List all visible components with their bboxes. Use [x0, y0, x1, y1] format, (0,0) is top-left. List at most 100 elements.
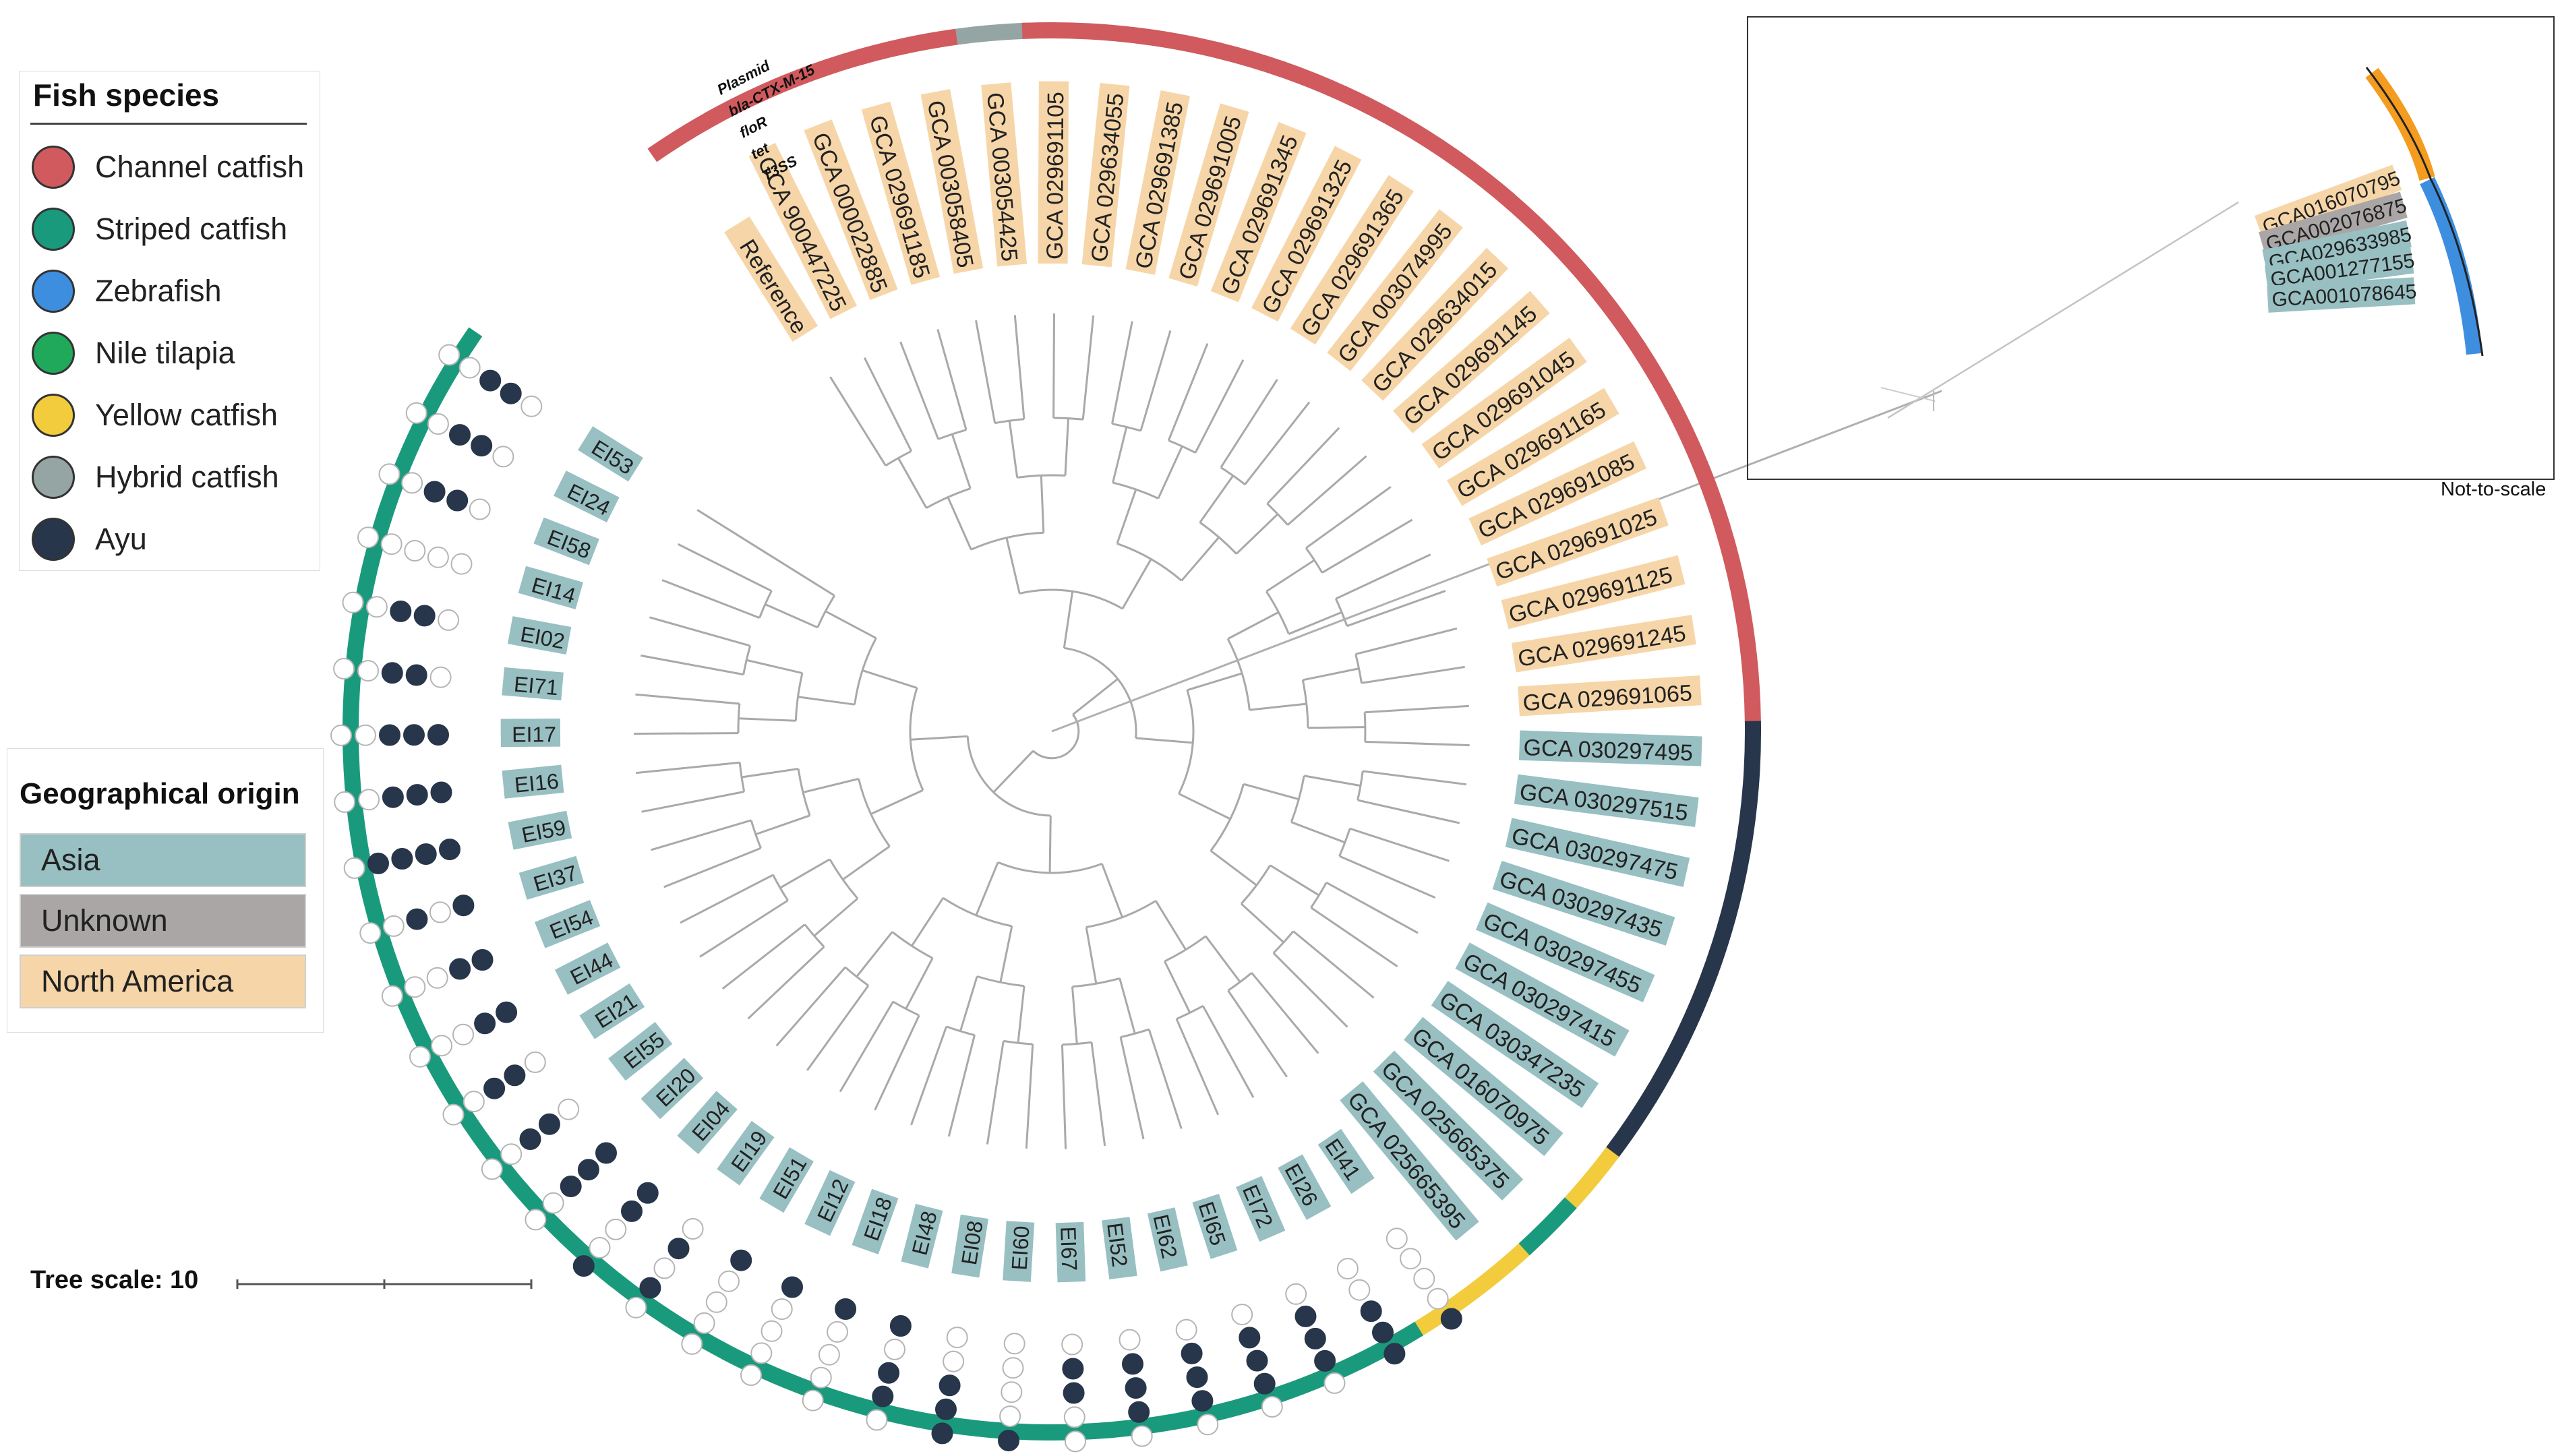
leaf-label: GCA 029691245	[1516, 620, 1688, 671]
trait-present-dot	[452, 894, 475, 917]
trait-absent-dot	[1231, 1304, 1253, 1326]
tree-branch	[829, 376, 887, 466]
trait-present-dot	[449, 424, 471, 446]
trait-absent-dot	[427, 413, 449, 435]
leaf-label-background	[1373, 1050, 1524, 1201]
tree-branch	[1243, 783, 1299, 801]
trait-absent-dot	[750, 1342, 773, 1364]
host-ring-segment	[1021, 22, 1090, 40]
tree-branch	[905, 957, 934, 1010]
fish-species-legend-item: Striped catfish	[32, 208, 287, 251]
trait-present-dot	[1294, 1305, 1317, 1327]
trait-present-dot	[423, 481, 446, 503]
legend-color-dot	[32, 518, 75, 561]
fish-species-legend-item: Channel catfish	[32, 146, 304, 189]
trait-present-dot	[519, 1128, 541, 1150]
tree-branch	[699, 899, 789, 958]
leaf-label: GCA 030297495	[1523, 735, 1694, 766]
tree-branch	[1292, 930, 1375, 999]
trait-present-dot	[1239, 1327, 1261, 1349]
leaf-label-background	[500, 719, 561, 748]
host-ring-segment	[1665, 400, 1708, 469]
leaf-label-background	[1447, 388, 1619, 506]
trait-present-dot	[500, 382, 522, 404]
tree-branch	[1210, 850, 1257, 886]
trait-absent-dot	[469, 498, 491, 520]
trait-present-dot	[931, 1422, 953, 1445]
tree-branch-arc	[946, 1025, 975, 1037]
host-ring-segment	[1593, 289, 1646, 354]
trait-present-dot	[427, 724, 449, 746]
leaf-label-background	[608, 1021, 673, 1081]
leaf-label-background	[1210, 121, 1307, 303]
leaf-label-group: GCA 029691065	[1518, 675, 1702, 717]
trait-present-dot	[835, 1298, 857, 1320]
leaf-label: EI14	[529, 572, 578, 608]
tree-branch	[910, 735, 968, 741]
trait-absent-dot	[405, 402, 427, 424]
tree-branch-arc	[909, 688, 924, 791]
trait-present-dot	[639, 1277, 661, 1299]
trait-present-dot	[636, 1182, 659, 1204]
tree-branch	[1175, 1018, 1220, 1116]
tree-branch-arc	[970, 531, 1044, 551]
fish-species-legend-title: Fish species	[33, 78, 220, 113]
leaf-label-background	[1455, 942, 1630, 1057]
tree-branch-arc	[1357, 770, 1364, 801]
host-ring-segment	[1632, 343, 1680, 410]
tree-branch	[951, 433, 972, 489]
tree-branch-arc	[892, 1000, 920, 1017]
tree-branch	[1008, 421, 1019, 478]
tree-branch	[1363, 770, 1467, 786]
legend-color-dot	[32, 394, 75, 437]
trait-absent-dot	[946, 1327, 968, 1349]
trait-absent-dot	[431, 1035, 452, 1057]
tree-branch	[802, 777, 859, 794]
trait-present-dot	[1314, 1349, 1336, 1372]
fish-species-label: Zebrafish	[95, 274, 222, 308]
leaf-label: EI17	[512, 722, 556, 746]
tree-branch	[911, 897, 945, 947]
trait-present-dot	[939, 1374, 961, 1397]
host-ring-segment	[1339, 86, 1407, 131]
leaf-label-group: GCA 029691245	[1511, 615, 1696, 673]
leaf-label-group: GCA 003054425	[981, 82, 1028, 267]
trait-present-dot	[430, 781, 452, 803]
host-ring-segment	[1699, 914, 1736, 983]
trait-present-dot	[577, 1159, 599, 1181]
trait-present-dot	[504, 1064, 526, 1087]
trait-absent-dot	[355, 724, 376, 746]
tree-branch	[862, 669, 918, 690]
leaf-label: EI18	[859, 1194, 897, 1244]
leaf-label-background	[518, 566, 583, 609]
trait-absent-dot	[463, 1091, 485, 1113]
tree-branch	[1085, 927, 1098, 984]
tree-branch	[1241, 903, 1284, 944]
tree-branch	[1155, 900, 1187, 950]
trait-absent-dot	[380, 533, 403, 555]
tree-branch	[755, 814, 810, 836]
tree-branch-arc	[1178, 690, 1195, 795]
trait-present-dot	[406, 784, 428, 806]
tree-branch	[1040, 475, 1045, 533]
host-ring-segment	[1730, 588, 1758, 658]
tree-branch	[663, 847, 762, 888]
tree-branch	[1220, 379, 1278, 468]
leaf-label-group: EI52	[1102, 1217, 1137, 1280]
leaf-label-group: EI02	[507, 616, 572, 655]
tree-branch-arc	[1168, 439, 1196, 454]
trait-absent-dot	[343, 857, 365, 879]
tree-branch	[874, 1014, 920, 1111]
leaf-label-background	[1518, 675, 1702, 717]
leaf-label-group: EI18	[852, 1188, 899, 1254]
leaf-label-background	[1038, 81, 1069, 264]
tree-branch	[1101, 863, 1123, 918]
tree-branch	[641, 791, 744, 813]
leaf-label-background	[507, 616, 572, 655]
tree-branch	[856, 931, 893, 977]
leaf-label-background	[1431, 981, 1599, 1108]
trait-absent-dot	[625, 1296, 647, 1318]
tree-branch	[1178, 793, 1231, 820]
trait-absent-dot	[653, 1257, 676, 1279]
